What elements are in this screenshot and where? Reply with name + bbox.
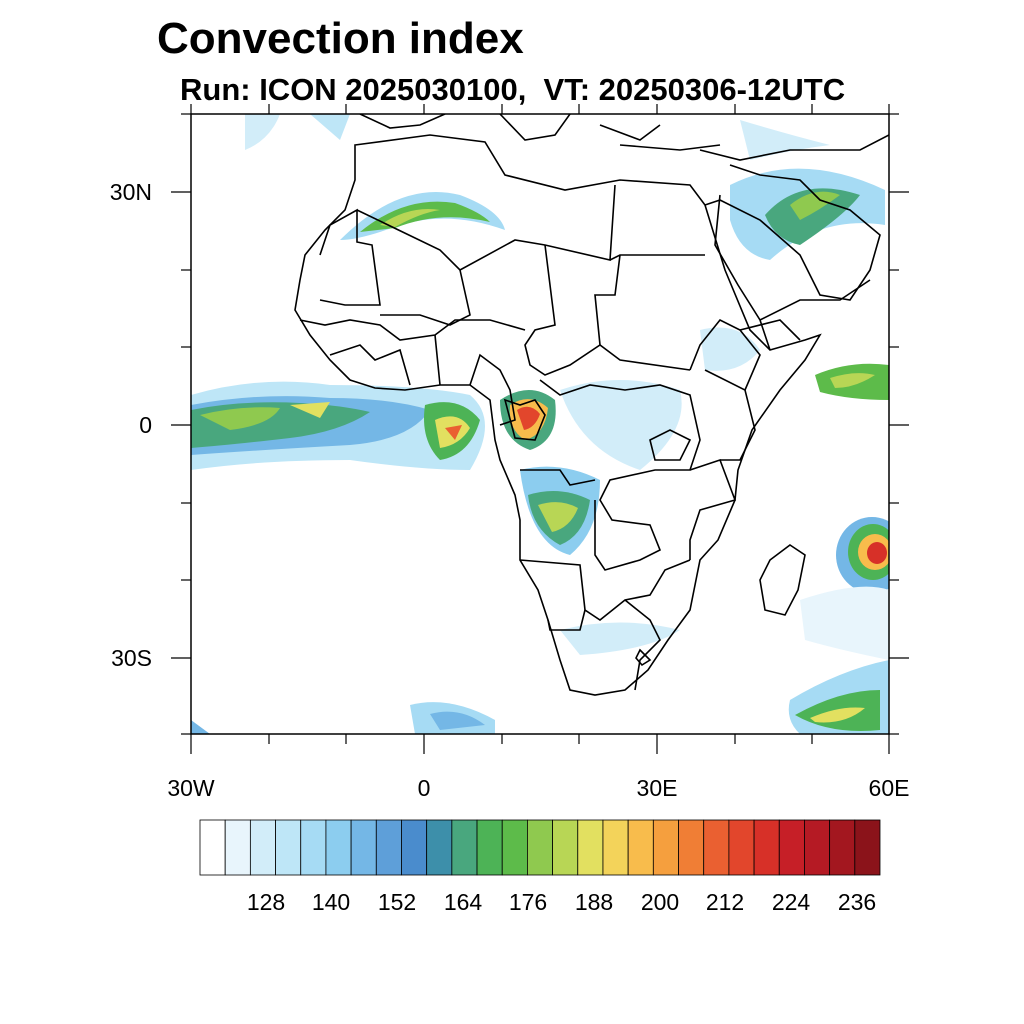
map-frame (190, 113, 890, 735)
colorbar-box (778, 819, 805, 876)
colorbar-box (602, 819, 629, 876)
colorbar-box (854, 819, 881, 876)
colorbar-box (300, 819, 327, 876)
colorbar-box (627, 819, 654, 876)
colorbar-box (375, 819, 402, 876)
colorbar-label-188: 188 (574, 889, 614, 915)
colorbar-label-236: 236 (837, 889, 877, 915)
lat-label-30s: 30S (111, 645, 152, 671)
colorbar-box (652, 819, 679, 876)
colorbar-box (804, 819, 831, 876)
equatorial-band (191, 381, 485, 470)
colorbar-box (501, 819, 528, 876)
chart-title: Convection index (157, 14, 524, 63)
south-indian-band (788, 586, 889, 734)
coastlines (294, 114, 889, 696)
colorbar-box (199, 819, 226, 876)
ethiopia-patch (700, 327, 760, 371)
south-atlantic-band (191, 622, 680, 734)
colorbar-box (476, 819, 503, 876)
colorbar-box (249, 819, 276, 876)
colorbar-label-176: 176 (508, 889, 548, 915)
colorbar (199, 819, 881, 876)
colorbar-box (678, 819, 705, 876)
lon-label-30w: 30W (167, 775, 215, 801)
colorbar-box (401, 819, 428, 876)
colorbar-box (728, 819, 755, 876)
arabia-cluster (730, 120, 885, 260)
colorbar-box (829, 819, 856, 876)
angola-cluster (520, 466, 600, 555)
colorbar-box (451, 819, 478, 876)
colorbar-box (275, 819, 302, 876)
chart-subtitle: Run: ICON 2025030100, VT: 20250306-12UTC (180, 72, 846, 107)
colorbar-box (325, 819, 352, 876)
colorbar-box (426, 819, 453, 876)
colorbar-label-152: 152 (377, 889, 417, 915)
gulf-guinea-core (424, 402, 480, 460)
colorbar-box (577, 819, 604, 876)
tropical-cyclone-mozambique-channel (836, 517, 889, 593)
colorbar-box (753, 819, 780, 876)
convection-shading (191, 114, 889, 734)
lon-label-60e: 60E (868, 775, 910, 801)
colorbar-box (350, 819, 377, 876)
colorbar-label-200: 200 (640, 889, 680, 915)
lon-label-30e: 30E (636, 775, 678, 801)
lon-label-0: 0 (417, 775, 431, 801)
colorbar-label-140: 140 (311, 889, 351, 915)
colorbar-label-212: 212 (705, 889, 745, 915)
colorbar-label-164: 164 (443, 889, 483, 915)
colorbar-label-224: 224 (771, 889, 811, 915)
axis-ticks (171, 104, 909, 754)
colorbar-box (224, 819, 251, 876)
colorbar-box (527, 819, 553, 876)
colorbar-box (703, 819, 730, 876)
colorbar-label-128: 128 (246, 889, 286, 915)
atlas-band (340, 192, 505, 240)
colorbar-box (552, 819, 579, 876)
lat-label-0: 0 (139, 412, 152, 438)
lat-label-30n: 30N (109, 179, 152, 205)
